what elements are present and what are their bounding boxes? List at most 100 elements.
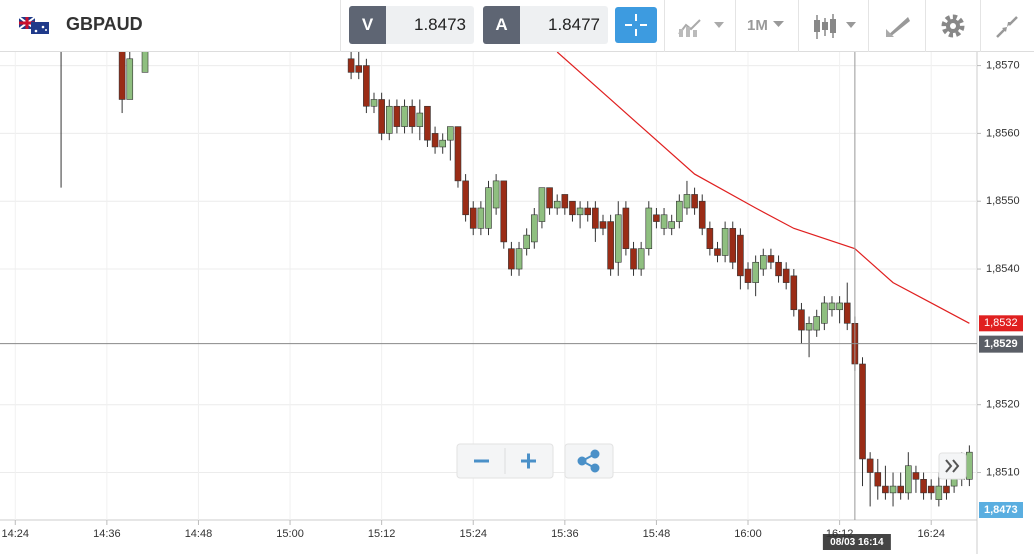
candle-body: [630, 248, 637, 270]
candle-body: [370, 99, 378, 107]
candle-body: [874, 472, 882, 487]
candle-body: [889, 485, 897, 494]
candle-body: [653, 214, 660, 222]
candle-body: [645, 207, 653, 249]
flag-icon: [19, 17, 49, 34]
collapse-button[interactable]: [994, 14, 1020, 40]
overlay: 08/03 16:14 1,8532 1,8529 1,8473: [0, 52, 1023, 550]
candle-body: [385, 105, 393, 134]
y-tick-label: 1,8540: [986, 263, 1020, 275]
candle-body: [523, 234, 530, 249]
crosshair-button[interactable]: [615, 7, 657, 43]
ma-tag-label: 1,8532: [984, 317, 1018, 329]
candle-body: [431, 133, 439, 148]
zoom-controls: [456, 443, 967, 480]
candle-body: [485, 187, 492, 229]
candle-body: [966, 451, 973, 480]
share-icon: [577, 449, 600, 473]
candle-body: [622, 207, 630, 249]
candle-body: [927, 485, 935, 494]
y-tick-label: 1,8550: [986, 195, 1020, 207]
ma-tag: [979, 315, 1023, 332]
timeframe-button[interactable]: 1M: [747, 17, 768, 34]
settings-button[interactable]: [940, 13, 966, 39]
x-tick-label: 16:00: [734, 528, 762, 540]
candle-body: [759, 255, 767, 270]
candle-body: [408, 105, 416, 127]
plot-area: [0, 52, 977, 520]
toolbar: GBPAUD V 1.8473 A 1.8477 1M: [0, 0, 1034, 52]
candle-body: [584, 207, 592, 216]
separator: [980, 0, 981, 52]
symbol: GBPAUD: [66, 14, 143, 34]
candle-body: [752, 261, 759, 283]
candle-body: [698, 200, 706, 229]
candle-body: [882, 485, 889, 494]
y-tick-label: 1,8520: [986, 399, 1020, 411]
candle-body: [454, 126, 462, 182]
candle-type-button[interactable]: [812, 12, 860, 42]
candle-body: [393, 105, 401, 127]
candle-body: [118, 52, 126, 100]
candle-body: [683, 194, 691, 209]
candle-body: [912, 472, 920, 480]
x-tick-label: 16:12: [826, 528, 854, 540]
candle-body: [744, 268, 752, 283]
candle-body: [935, 485, 943, 500]
candle-body: [546, 187, 553, 209]
chart-type-button[interactable]: [676, 14, 728, 40]
candle-body: [492, 180, 500, 209]
candle-body: [920, 479, 927, 494]
chart: 08/03 16:14 1,8532 1,8529 1,8473 1,8570 1,85…: [0, 52, 1023, 554]
candle-body: [424, 105, 431, 141]
bid-button[interactable]: V: [349, 6, 386, 44]
ask-button[interactable]: A: [483, 6, 520, 44]
candle-body: [897, 485, 904, 494]
candle-body: [416, 112, 424, 127]
candle-body: [500, 180, 508, 243]
ask-tag-label: 1,8473: [984, 504, 1018, 516]
scroll-right-button[interactable]: [938, 452, 967, 480]
ask-price: 1.8477: [520, 6, 608, 44]
candle-body: [943, 485, 950, 494]
candle-body: [477, 207, 485, 229]
share-button[interactable]: [564, 443, 614, 479]
x-tick-label: 14:36: [93, 528, 121, 540]
x-tick-label: 16:24: [917, 528, 945, 540]
candle-body: [508, 248, 515, 270]
x-tick-label: 14:24: [2, 528, 30, 540]
x-tick-label: 15:12: [368, 528, 396, 540]
price-tag-label: 1,8529: [984, 338, 1018, 350]
candle-body: [660, 214, 668, 229]
candle-body: [798, 309, 805, 331]
candle-body: [469, 207, 477, 229]
crosshair-tag: [822, 534, 891, 550]
candle-body: [737, 234, 744, 277]
candle-body: [355, 65, 363, 73]
candle-body: [515, 248, 523, 270]
candle-body: [530, 214, 538, 243]
x-tick-label: 15:48: [643, 528, 671, 540]
candle-body: [538, 187, 546, 222]
ma-line: [556, 52, 970, 324]
candle-body: [569, 200, 576, 216]
candle-body: [775, 261, 782, 277]
candle-body: [843, 302, 851, 324]
candle-body: [866, 458, 874, 473]
candle-body: [553, 200, 561, 209]
candle-body: [836, 302, 843, 311]
candle-body: [676, 200, 683, 222]
zoom-in-button[interactable]: [521, 453, 536, 469]
candle-body: [767, 255, 775, 263]
candle-body: [821, 302, 828, 324]
candle-body: [141, 52, 149, 73]
crosshair-label: 08/03 16:14: [830, 537, 884, 548]
candle-body: [447, 126, 454, 141]
x-tick-label: 15:00: [276, 528, 304, 540]
candle-body: [637, 248, 645, 270]
y-tick-label: 1,8570: [986, 59, 1020, 71]
candle-body: [668, 221, 675, 229]
candle-body: [576, 207, 584, 216]
x-tick-label: 15:36: [551, 528, 579, 540]
draw-button[interactable]: [884, 13, 912, 39]
